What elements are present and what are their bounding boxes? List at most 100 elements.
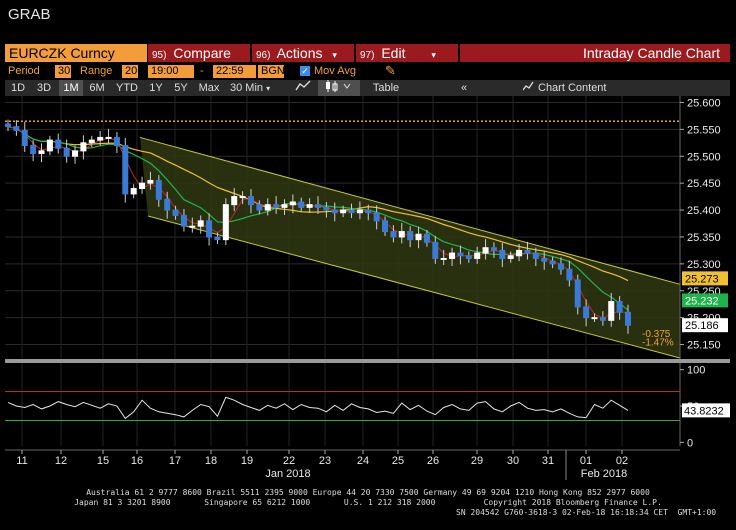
interval-select[interactable]: 30 Min ▾ [228,80,286,96]
month-label-feb: Feb 2018 [581,468,627,480]
period-field[interactable]: 30 [55,65,71,78]
edit-dropdown-icon: ▾ [431,50,436,60]
candle [373,212,380,222]
candle [72,150,79,157]
candle [88,139,95,144]
time-tick-label: 17 [169,455,181,467]
candle [206,220,213,238]
candle [474,252,481,259]
change-abs-label: -0.375 [642,329,671,340]
ma-upper-value-bg [682,271,728,286]
candle [516,249,523,257]
compare-label: Compare [173,45,231,61]
range-1y-button[interactable]: 1Y [149,82,163,94]
range-6m-button[interactable]: 6M [89,82,105,94]
price-tick-label: 25.150 [687,340,721,352]
table-button[interactable]: Table [372,82,400,94]
candle [532,252,539,259]
price-tick-label: 25.450 [687,178,721,190]
panel-separator [5,359,730,363]
channel-upper-line [139,136,681,285]
price-tick-label: 25.350 [687,232,721,244]
candle [625,311,631,326]
mov-avg-checkbox[interactable]: ✓ [300,66,310,76]
price-tick-label: 25.550 [687,124,721,136]
time-tick-label: 26 [427,455,439,467]
candle [482,247,489,254]
price-tick-label: 25.300 [687,259,721,271]
candle [365,209,372,214]
indicator-value-bg [682,403,730,418]
price-tick-label: 25.600 [687,97,721,109]
compare-button[interactable]: 95) Compare [148,44,251,62]
time-tick-label: 29 [471,455,483,467]
indicator-line [7,396,629,420]
chart-toolbar [5,80,730,96]
chart-content-icon [521,80,534,96]
candle [273,204,280,208]
range-1m-button[interactable]: 1M [59,80,83,96]
candle [457,252,464,257]
time-tick-label: 30 [507,455,519,467]
mov-avg-label: Mov Avg [314,65,356,77]
compare-shortcut: 95) [152,50,167,61]
candle [490,247,497,251]
indicator-tick-label: 100 [687,365,705,377]
candle [390,231,397,238]
interval-value: 30 Min [230,82,264,94]
candle [147,179,154,184]
actions-button[interactable]: 96) Actions ▾ [252,44,355,62]
time-tick-label: 16 [131,455,143,467]
interval-dropdown-icon: ▾ [266,84,271,93]
time-from-field[interactable]: 19:00 [148,65,194,78]
time-tick-label: 12 [55,455,67,467]
candle [524,249,531,254]
line-chart-icon[interactable] [292,80,314,96]
time-to-field[interactable]: 22:59 [213,65,256,78]
app-title: GRAB [8,6,51,23]
range-field[interactable]: 20 [122,65,138,78]
candle [63,147,70,157]
candle-chart-icon[interactable] [318,80,360,96]
footer-contacts-1: Australia 61 2 9777 8600 Brazil 5511 239… [86,488,650,497]
time-tick-label: 23 [319,455,331,467]
source-field[interactable]: BGN [258,65,285,78]
candle [423,233,430,243]
chart-content-button[interactable]: Chart Content [538,82,607,94]
candle [130,188,137,195]
candle [407,231,414,241]
candle [507,255,514,259]
time-tick-label: 02 [616,455,628,467]
candle [306,204,313,208]
ticker-field[interactable]: EURCZK Curncy [5,44,147,62]
range-3d-button[interactable]: 3D [36,82,52,94]
range-max-button[interactable]: Max [198,82,220,94]
candle [549,260,556,265]
ma-mid-value-bg [682,293,728,308]
candle [139,182,146,190]
candle [449,252,456,259]
actions-shortcut: 96) [256,50,271,61]
candle [105,136,112,139]
candle [46,139,53,152]
range-5y-button[interactable]: 5Y [174,82,188,94]
edit-shortcut: 97) [360,50,375,61]
time-separator: - [200,65,204,77]
price-chart[interactable]: 25.600 25.550 25.500 25.450 25.400 25.350 25.3… [0,96,736,484]
candle [13,126,20,131]
candle [616,301,623,313]
channel-lower-line [147,215,681,359]
candle [440,257,447,260]
pencil-icon[interactable]: ✎ [385,63,396,78]
collapse-icon[interactable]: « [460,82,468,94]
range-1d-button[interactable]: 1D [10,82,26,94]
candle [247,196,254,206]
candle [591,317,598,320]
edit-button[interactable]: 97) Edit ▾ [356,44,459,62]
chart-type-title: Intraday Candle Chart [460,44,730,62]
candles [5,119,631,334]
range-ytd-button[interactable]: YTD [116,82,138,94]
ma-mid-value: 25.232 [685,295,719,307]
candle [298,201,305,208]
candle [30,144,37,155]
